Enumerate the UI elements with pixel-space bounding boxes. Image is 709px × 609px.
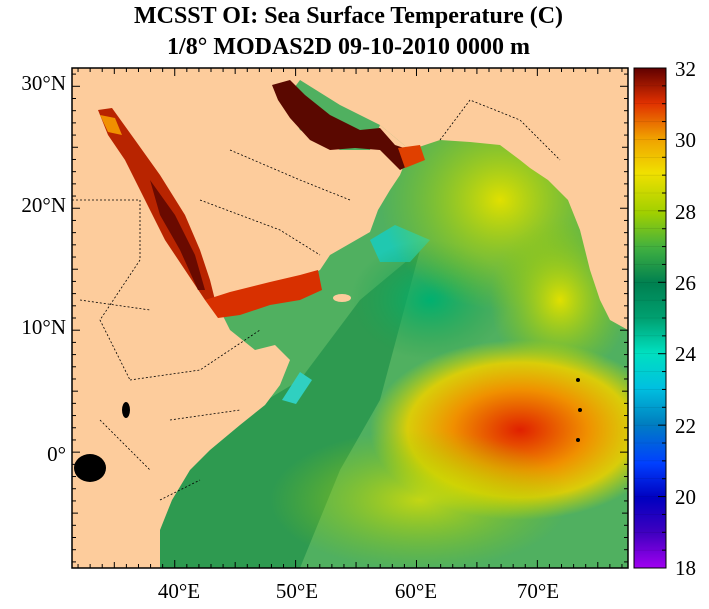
colorbar-label: 18 bbox=[675, 556, 696, 580]
colorbar-label: 30 bbox=[675, 128, 696, 152]
maldives-dot-1 bbox=[576, 378, 580, 382]
x-tick-label: 40°E bbox=[158, 579, 200, 603]
land-east bbox=[300, 68, 628, 330]
gulf-of-oman-warm bbox=[398, 145, 425, 168]
colorbar-label: 32 bbox=[675, 57, 696, 81]
y-tick-label: 0° bbox=[47, 442, 66, 466]
maldives-dot-2 bbox=[578, 408, 582, 412]
x-axis-labels: 40°E 50°E 60°E 70°E bbox=[158, 579, 559, 603]
map-area bbox=[72, 68, 628, 568]
southern-warm-water bbox=[270, 430, 570, 568]
y-tick-label: 20°N bbox=[21, 193, 66, 217]
colorbar-label: 26 bbox=[675, 271, 696, 295]
y-tick-label: 10°N bbox=[21, 315, 66, 339]
red-sea-north-tip bbox=[100, 115, 122, 135]
axis-ticks bbox=[72, 68, 628, 568]
persian-gulf bbox=[272, 80, 420, 170]
colorbar: 32 30 28 26 24 22 20 18 bbox=[633, 57, 697, 580]
x-tick-label: 50°E bbox=[276, 579, 318, 603]
map-subtitle: 1/8° MODAS2D 09-10-2010 0000 m bbox=[167, 34, 530, 60]
y-axis-labels: 30°N 20°N 10°N 0° bbox=[21, 71, 66, 466]
maldives-dot-3 bbox=[576, 438, 580, 442]
gulf-of-aden bbox=[205, 270, 322, 318]
colorbar-label: 24 bbox=[675, 342, 697, 366]
x-tick-label: 70°E bbox=[517, 579, 559, 603]
map-title: MCSST OI: Sea Surface Temperature (C) bbox=[133, 3, 564, 29]
red-sea-hot-core bbox=[150, 180, 205, 290]
somali-upwelling bbox=[282, 372, 312, 404]
colorbar-gradient bbox=[634, 68, 666, 568]
lake-victoria bbox=[74, 454, 106, 482]
country-borders bbox=[72, 99, 561, 501]
colorbar-label: 22 bbox=[675, 414, 696, 438]
x-tick-label: 60°E bbox=[395, 579, 437, 603]
socotra-island bbox=[333, 294, 351, 302]
colorbar-label: 28 bbox=[675, 200, 696, 224]
y-tick-label: 30°N bbox=[21, 71, 66, 95]
colorbar-ticks bbox=[658, 67, 666, 569]
lake-turkana bbox=[122, 402, 130, 418]
colorbar-label: 20 bbox=[675, 485, 696, 509]
